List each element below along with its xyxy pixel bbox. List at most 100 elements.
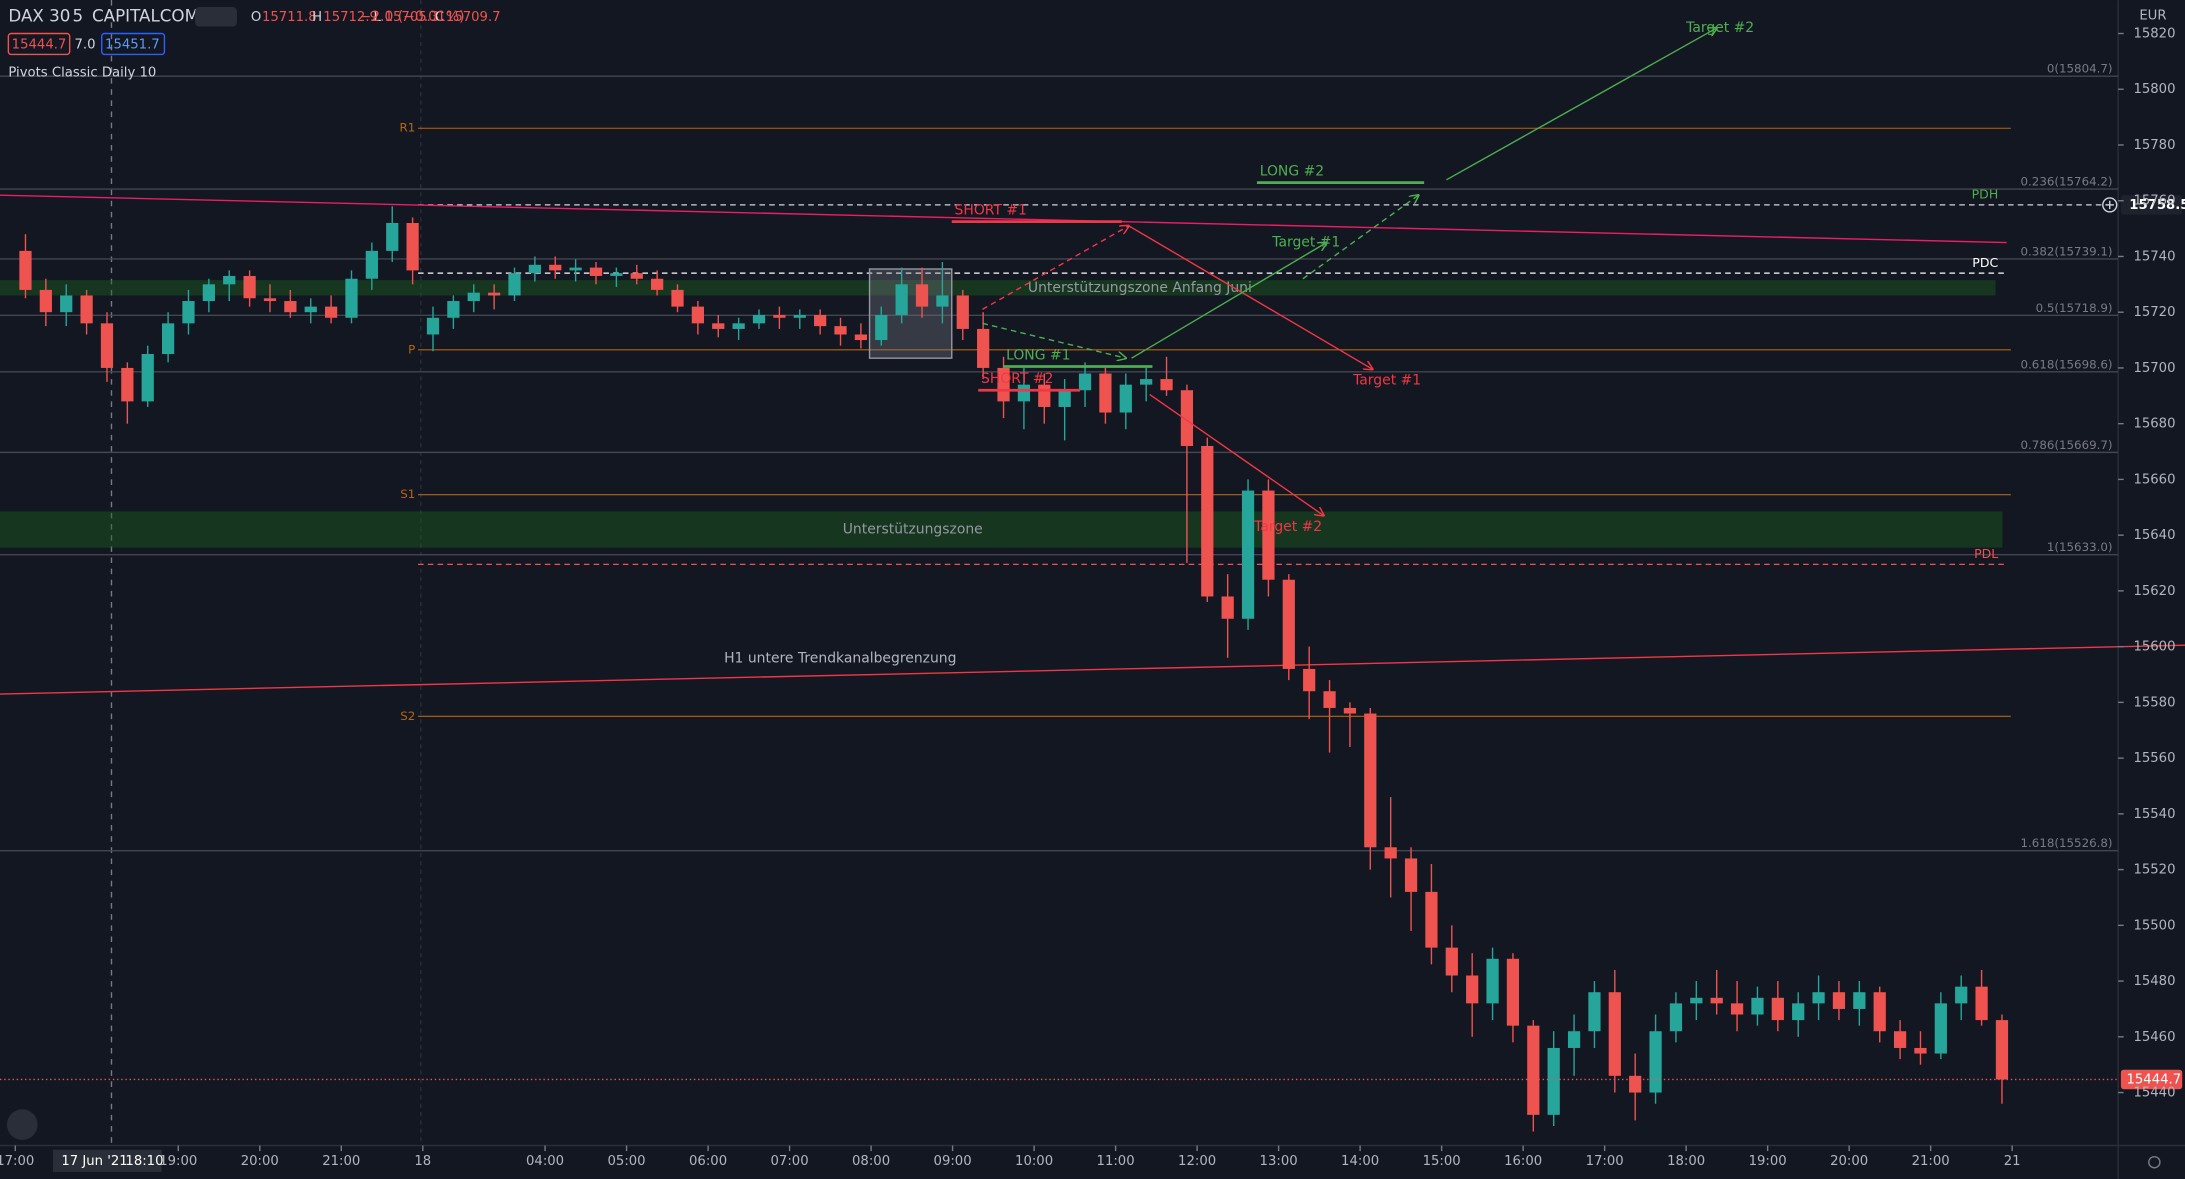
spread: 7.0: [74, 38, 95, 53]
candle-body: [243, 275, 256, 299]
candle-body: [1832, 992, 1846, 1009]
trade-label: LONG #2: [1260, 163, 1324, 179]
candle-body: [671, 289, 684, 307]
y-tick-label: 15700: [2133, 361, 2175, 376]
x-tick-label: 18:00: [1667, 1154, 1705, 1169]
candle-body: [1017, 384, 1031, 402]
candle-body: [1588, 992, 1601, 1032]
candle-body: [834, 326, 847, 335]
candle-body: [1466, 975, 1479, 1004]
arrow: [982, 226, 1128, 311]
level-label: PDH: [1972, 187, 1999, 202]
candle-body: [1323, 691, 1336, 708]
candle-body: [1058, 390, 1071, 407]
pivot-label: S2: [400, 709, 415, 723]
candle-body: [1404, 858, 1418, 892]
candle-body: [39, 289, 52, 313]
x-tick-label: 14:00: [1341, 1154, 1379, 1169]
candle-body: [100, 323, 114, 368]
candle-body: [365, 250, 378, 279]
toggle[interactable]: [195, 7, 237, 27]
trade-label: LONG #1: [1006, 347, 1070, 363]
candle-body: [141, 353, 154, 402]
exchange: CAPITALCOM: [92, 5, 199, 25]
pivot-label: S1: [400, 487, 415, 501]
support-zone: [0, 511, 2003, 548]
candle-body: [814, 314, 827, 327]
candle-body: [1914, 1047, 1927, 1054]
candle-body: [284, 301, 297, 313]
ohlc-key: L: [373, 10, 381, 25]
zone-label: Unterstützungszone: [843, 522, 983, 538]
candle-body: [915, 284, 929, 307]
candle-body: [345, 278, 358, 318]
arrow: [1131, 243, 1327, 359]
settings[interactable]: [2148, 1155, 2161, 1169]
y-tick-label: 15680: [2133, 417, 2175, 432]
candle-body: [712, 323, 725, 329]
fib-label: 0.786(15669.7): [2021, 438, 2113, 452]
candle-body: [630, 273, 643, 279]
highlight-box: [868, 268, 953, 359]
bid-box[interactable]: [7, 32, 71, 56]
y-tick-label: 15720: [2133, 305, 2175, 320]
candle-body: [773, 314, 786, 318]
ask-box[interactable]: [101, 32, 166, 56]
fib-label: 1(15633.0): [2047, 540, 2113, 554]
candle-body: [1669, 1003, 1683, 1032]
x-tick-label: 11:00: [1097, 1154, 1135, 1169]
y-tick-label: 15440: [2133, 1086, 2175, 1101]
candle-body: [1119, 384, 1132, 413]
fib-label: 0.382(15739.1): [2021, 244, 2113, 258]
candle-body: [793, 314, 806, 318]
x-tick-label: 18: [414, 1154, 431, 1169]
y-tick-label: 15600: [2133, 640, 2175, 655]
interval: 5: [72, 5, 83, 25]
pdh-box: [2120, 195, 2183, 215]
ask: 15451.7: [105, 38, 160, 53]
last-price-label: 15444.7: [2126, 1072, 2181, 1087]
candle-body: [1629, 1075, 1642, 1093]
candle-body: [589, 267, 603, 276]
candle-body: [1282, 579, 1295, 669]
y-tick-label: 15740: [2133, 249, 2175, 264]
candle-body: [161, 323, 175, 354]
x-tick-label: 19:00: [1749, 1154, 1787, 1169]
x-tick-label: 06:00: [689, 1154, 727, 1169]
y-tick-label: 15500: [2133, 918, 2175, 933]
target-label: Target #2: [1685, 20, 1754, 36]
x-tick-label: 21:00: [1912, 1154, 1950, 1169]
candle-body: [1364, 713, 1377, 848]
currency: EUR: [2139, 8, 2166, 23]
candle-body: [447, 301, 460, 318]
candle-body: [1078, 373, 1092, 391]
logo[interactable]: [6, 1109, 38, 1140]
ohlc-key: O: [251, 10, 261, 25]
candle-body: [1303, 668, 1316, 692]
x-tick-label: 20:00: [1830, 1154, 1868, 1169]
ohlc-value: 15712.9: [323, 10, 378, 25]
x-tick-label: 12:00: [1178, 1154, 1216, 1169]
candle-body: [1873, 992, 1886, 1032]
candle-body: [1506, 958, 1520, 1026]
y-tick-label: 15460: [2133, 1030, 2175, 1045]
ohlc-key: H: [312, 10, 322, 25]
crosshair-label-bg: [52, 1149, 162, 1172]
arrow: [1149, 393, 1324, 515]
level-label: PDL: [1974, 546, 1998, 561]
candle-body: [1812, 992, 1825, 1004]
trade-label: SHORT #1: [955, 202, 1027, 218]
trendline-label: H1 untere Trendkanalbegrenzung: [724, 651, 956, 667]
candle-body: [1180, 390, 1194, 446]
x-tick-label: 19:00: [159, 1154, 197, 1169]
candle-body: [1201, 445, 1214, 597]
y-tick-label: 15640: [2133, 528, 2175, 543]
candle-body: [182, 301, 195, 324]
candle-body: [1792, 1003, 1805, 1021]
candle-body: [732, 323, 745, 329]
candle-body: [549, 264, 562, 271]
candle-body: [977, 328, 990, 368]
candle-body: [1241, 490, 1255, 619]
candle-body: [1690, 997, 1703, 1004]
